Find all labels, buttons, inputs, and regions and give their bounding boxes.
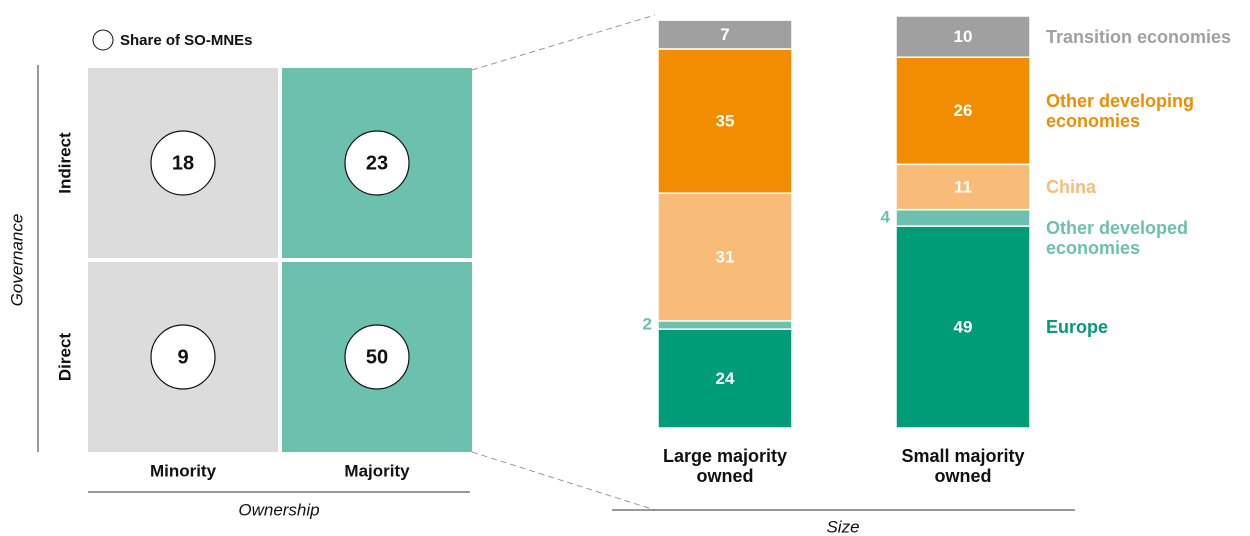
value-label: 11 — [954, 177, 972, 196]
bar-segment — [895, 163, 1031, 211]
bar-segment — [657, 328, 793, 429]
legend-label: Europe — [1046, 317, 1109, 338]
x-tick-label: Majority — [344, 461, 410, 480]
value-label: 2 — [643, 314, 652, 333]
bar-segment — [895, 225, 1031, 429]
bar-segment — [895, 15, 1031, 58]
value-label: 35 — [716, 112, 735, 131]
value-label: 18 — [172, 152, 194, 174]
value-label: 26 — [954, 101, 973, 120]
value-label: 7 — [720, 25, 729, 44]
x-axis-label: Ownership — [238, 500, 319, 519]
row-label: Indirect — [55, 132, 74, 194]
connector — [471, 451, 656, 511]
value-label: 24 — [716, 369, 735, 388]
bar-segment — [657, 19, 793, 50]
bar-segment — [657, 48, 793, 194]
bubble — [344, 324, 410, 390]
bubble — [150, 130, 216, 196]
legend-label: Share of SO-MNEs — [120, 32, 253, 49]
legend-label: China — [1046, 176, 1097, 197]
bar-segment — [895, 56, 1031, 166]
value-label: 31 — [716, 248, 735, 267]
value-label: 23 — [366, 152, 388, 174]
value-label: 4 — [881, 207, 891, 226]
x-axis-label: Size — [826, 517, 859, 536]
legend-label: Transition economies — [1046, 26, 1232, 47]
legend-symbol — [92, 29, 114, 51]
x-tick-label: Small majority owned — [901, 446, 1025, 486]
value-label: 10 — [954, 27, 973, 46]
legend-label: Other developing economies — [1046, 90, 1195, 131]
bar-segment — [657, 192, 793, 322]
bar-segment — [657, 320, 793, 330]
connector — [471, 14, 656, 71]
bubble — [344, 130, 410, 196]
value-label: 9 — [177, 346, 188, 368]
value-label: 50 — [366, 346, 388, 368]
row-label: Direct — [55, 333, 74, 382]
y-axis-label: Governance — [7, 214, 26, 307]
x-tick-label: Minority — [150, 461, 217, 480]
legend-label: Other developed economies — [1046, 217, 1189, 258]
bar-segment — [895, 208, 1031, 227]
bubble — [150, 324, 216, 390]
value-label: 49 — [954, 318, 973, 337]
x-tick-label: Large majority owned — [662, 446, 788, 486]
